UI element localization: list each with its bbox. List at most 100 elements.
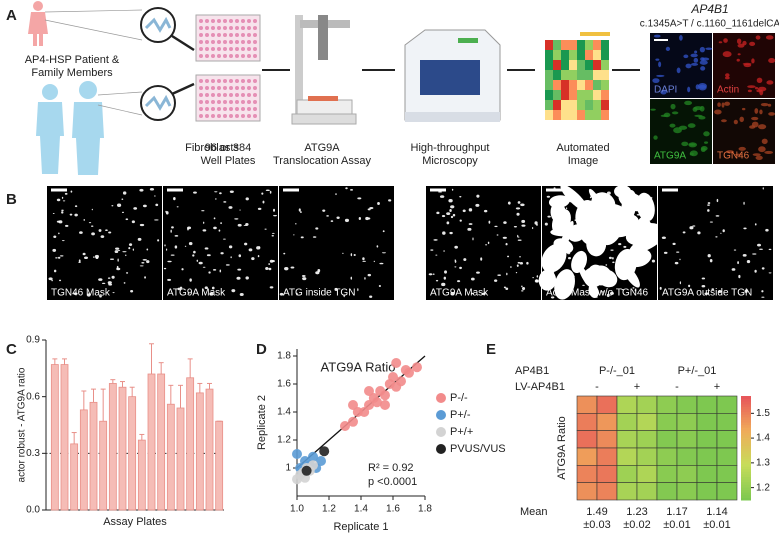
mask-speck bbox=[237, 268, 242, 271]
mask-speck bbox=[125, 254, 127, 257]
heat-cell bbox=[545, 90, 553, 100]
mask-speck bbox=[228, 245, 233, 249]
mask-speck bbox=[577, 206, 581, 209]
panel-letter: E bbox=[486, 341, 496, 358]
mask-speck bbox=[239, 292, 244, 296]
colorbar-step bbox=[741, 492, 751, 496]
mask-speck bbox=[663, 251, 668, 254]
mask-speck bbox=[515, 271, 518, 274]
well bbox=[217, 47, 221, 51]
mean-sd: ±0.01 bbox=[703, 519, 730, 531]
mask-speck bbox=[149, 187, 155, 191]
mask-speck bbox=[315, 271, 320, 275]
heat-cell bbox=[596, 447, 618, 466]
heat-cell bbox=[696, 482, 718, 501]
mask-speck bbox=[237, 223, 242, 227]
well bbox=[253, 40, 257, 44]
mask-speck bbox=[430, 249, 434, 251]
legend-marker bbox=[436, 410, 446, 420]
well bbox=[205, 93, 209, 97]
well bbox=[247, 100, 251, 104]
mask-speck bbox=[335, 193, 337, 196]
mask-speck bbox=[121, 211, 125, 214]
mask-speck bbox=[709, 259, 713, 263]
mask-speck bbox=[82, 252, 86, 256]
mask-speck bbox=[271, 232, 275, 234]
well bbox=[241, 19, 245, 23]
cell bbox=[725, 73, 730, 78]
mask-speck bbox=[619, 216, 622, 219]
mask-speck bbox=[165, 211, 169, 215]
mask-speck bbox=[269, 190, 272, 194]
heat-cell bbox=[716, 447, 738, 466]
heat-cell bbox=[577, 50, 585, 60]
mask-speck bbox=[99, 295, 102, 298]
actin-blob bbox=[538, 269, 557, 291]
mask-speck bbox=[74, 205, 78, 208]
heat-cell bbox=[576, 482, 598, 501]
mask-speck bbox=[743, 201, 745, 205]
mask-speck bbox=[648, 226, 653, 230]
colorbar-step bbox=[741, 489, 751, 493]
mask-speck bbox=[707, 204, 711, 206]
mask-speck bbox=[239, 209, 241, 211]
heat-cell bbox=[545, 40, 553, 50]
panel-letter: B bbox=[6, 191, 17, 208]
mask-speck bbox=[215, 198, 217, 200]
mask-speck bbox=[537, 280, 539, 283]
point bbox=[388, 372, 398, 382]
mask-speck bbox=[532, 226, 534, 230]
mask-speck bbox=[365, 216, 369, 221]
mask-image bbox=[47, 186, 162, 300]
heat-cell bbox=[561, 40, 569, 50]
mask-speck bbox=[52, 212, 55, 215]
gene-name: AP4B1 bbox=[690, 2, 728, 16]
mask-speck bbox=[517, 201, 521, 204]
well bbox=[235, 79, 239, 83]
mask-speck bbox=[628, 225, 632, 228]
heat-cell bbox=[593, 70, 601, 80]
mask-speck bbox=[271, 234, 274, 237]
step-label: Fibroblasts bbox=[185, 142, 239, 154]
mask-speck bbox=[342, 252, 344, 255]
bar bbox=[50, 364, 59, 511]
mask-image bbox=[658, 186, 773, 300]
mask-speck bbox=[521, 224, 526, 227]
mask-speck bbox=[467, 227, 472, 231]
mask-speck bbox=[357, 197, 362, 200]
cell bbox=[760, 102, 769, 107]
mask-speck bbox=[90, 225, 94, 227]
legend-marker bbox=[436, 444, 446, 454]
mask-speck bbox=[738, 274, 741, 279]
heat-cell bbox=[636, 447, 658, 466]
mask-speck bbox=[184, 245, 187, 247]
cell bbox=[693, 57, 699, 63]
actin-blob bbox=[550, 202, 567, 224]
mask-speck bbox=[611, 199, 615, 203]
mask-speck bbox=[377, 201, 380, 206]
mask-speck bbox=[480, 257, 483, 261]
heat-cell bbox=[561, 70, 569, 80]
mask-speck bbox=[600, 291, 606, 293]
mask-speck bbox=[213, 217, 216, 220]
y-tick-label: 1.2 bbox=[277, 435, 291, 446]
heat-cell bbox=[593, 60, 601, 70]
cell bbox=[700, 66, 706, 71]
mask-speck bbox=[388, 199, 392, 202]
cell bbox=[738, 146, 746, 151]
heat-cell bbox=[569, 90, 577, 100]
mask-speck bbox=[262, 200, 265, 204]
heat-cell bbox=[545, 60, 553, 70]
colorbar-step bbox=[741, 458, 751, 462]
mask-speck bbox=[676, 251, 680, 253]
cell bbox=[687, 86, 691, 93]
heat-cell bbox=[569, 40, 577, 50]
legend-label: P+/- bbox=[450, 409, 471, 421]
well bbox=[235, 93, 239, 97]
cell bbox=[683, 54, 689, 59]
mask-speck bbox=[170, 254, 175, 256]
well bbox=[217, 54, 221, 58]
mask-speck bbox=[625, 192, 628, 195]
heat-cell bbox=[561, 50, 569, 60]
mask-speck bbox=[505, 242, 508, 246]
